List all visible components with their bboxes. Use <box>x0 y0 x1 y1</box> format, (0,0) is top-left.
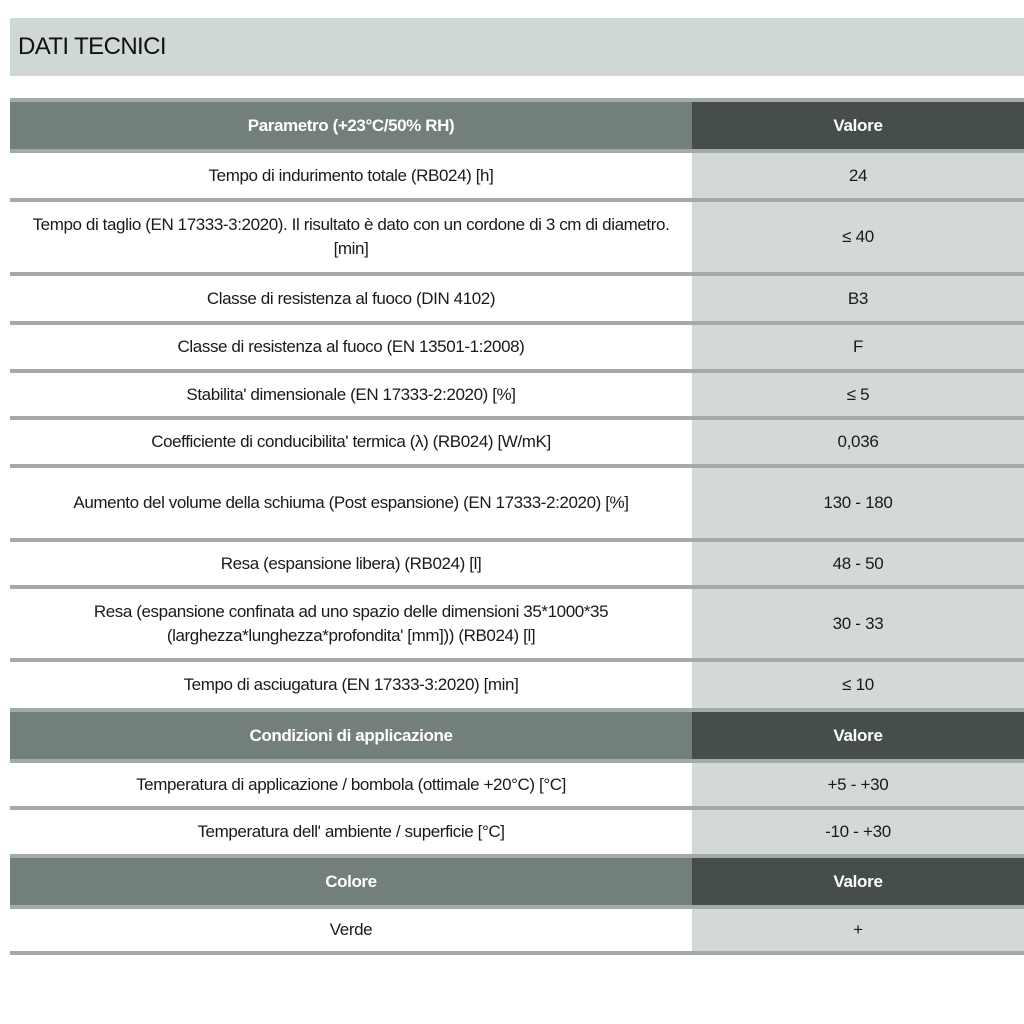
value-cell: + <box>692 909 1024 951</box>
value-cell: 130 - 180 <box>692 468 1024 538</box>
value-cell: ≤ 40 <box>692 202 1024 272</box>
parameter-cell: Temperatura di applicazione / bombola (o… <box>10 763 692 806</box>
header-value: Valore <box>692 712 1024 759</box>
table-bottom-border <box>10 951 1024 955</box>
value-cell: 0,036 <box>692 420 1024 464</box>
parameter-cell: Classe di resistenza al fuoco (DIN 4102) <box>10 276 692 321</box>
table-row: Tempo di taglio (EN 17333-3:2020). Il ri… <box>10 198 1024 272</box>
value-cell: 30 - 33 <box>692 589 1024 658</box>
table-header-row: Parametro (+23°C/50% RH) Valore <box>10 98 1024 149</box>
value-cell: 24 <box>692 153 1024 198</box>
header-value: Valore <box>692 102 1024 149</box>
value-cell: +5 - +30 <box>692 763 1024 806</box>
parameter-cell: Temperatura dell' ambiente / superficie … <box>10 810 692 854</box>
value-cell: F <box>692 325 1024 369</box>
page-title: DATI TECNICI <box>18 33 167 60</box>
parameter-cell: Tempo di indurimento totale (RB024) [h] <box>10 153 692 198</box>
table-row: Stabilita' dimensionale (EN 17333-2:2020… <box>10 369 1024 416</box>
table-row: Resa (espansione libera) (RB024) [l] 48 -… <box>10 538 1024 585</box>
parameter-cell: Resa (espansione confinata ad uno spazio… <box>10 589 692 658</box>
table-row: Classe di resistenza al fuoco (EN 13501-… <box>10 321 1024 369</box>
table-row: Verde + <box>10 905 1024 951</box>
table-row: Temperatura di applicazione / bombola (o… <box>10 759 1024 806</box>
table-row: Tempo di indurimento totale (RB024) [h] 2… <box>10 149 1024 198</box>
parameter-cell: Classe di resistenza al fuoco (EN 13501-… <box>10 325 692 369</box>
parameter-cell: Stabilita' dimensionale (EN 17333-2:2020… <box>10 373 692 416</box>
header-parameter: Colore <box>10 858 692 905</box>
value-cell: B3 <box>692 276 1024 321</box>
header-parameter: Parametro (+23°C/50% RH) <box>10 102 692 149</box>
parameter-cell: Resa (espansione libera) (RB024) [l] <box>10 542 692 585</box>
value-cell: ≤ 5 <box>692 373 1024 416</box>
table-header-row: Colore Valore <box>10 854 1024 905</box>
table-row: Coefficiente di conducibilita' termica (… <box>10 416 1024 464</box>
table-row: Resa (espansione confinata ad uno spazio… <box>10 585 1024 658</box>
header-parameter: Condizioni di applicazione <box>10 712 692 759</box>
parameter-cell: Verde <box>10 909 692 951</box>
parameter-cell: Tempo di taglio (EN 17333-3:2020). Il ri… <box>10 202 692 272</box>
table-row: Tempo di asciugatura (EN 17333-3:2020) [… <box>10 658 1024 708</box>
technical-data-table: Parametro (+23°C/50% RH) Valore Tempo di i… <box>10 98 1024 955</box>
value-cell: -10 - +30 <box>692 810 1024 854</box>
section-title-band: DATI TECNICI <box>10 18 1024 76</box>
header-value: Valore <box>692 858 1024 905</box>
table-row: Classe di resistenza al fuoco (DIN 4102)… <box>10 272 1024 321</box>
value-cell: ≤ 10 <box>692 662 1024 708</box>
value-cell: 48 - 50 <box>692 542 1024 585</box>
table-row: Temperatura dell' ambiente / superficie … <box>10 806 1024 854</box>
table-row: Aumento del volume della schiuma (Post e… <box>10 464 1024 538</box>
parameter-cell: Tempo di asciugatura (EN 17333-3:2020) [… <box>10 662 692 708</box>
table-header-row: Condizioni di applicazione Valore <box>10 708 1024 759</box>
parameter-cell: Coefficiente di conducibilita' termica (… <box>10 420 692 464</box>
parameter-cell: Aumento del volume della schiuma (Post e… <box>10 468 692 538</box>
